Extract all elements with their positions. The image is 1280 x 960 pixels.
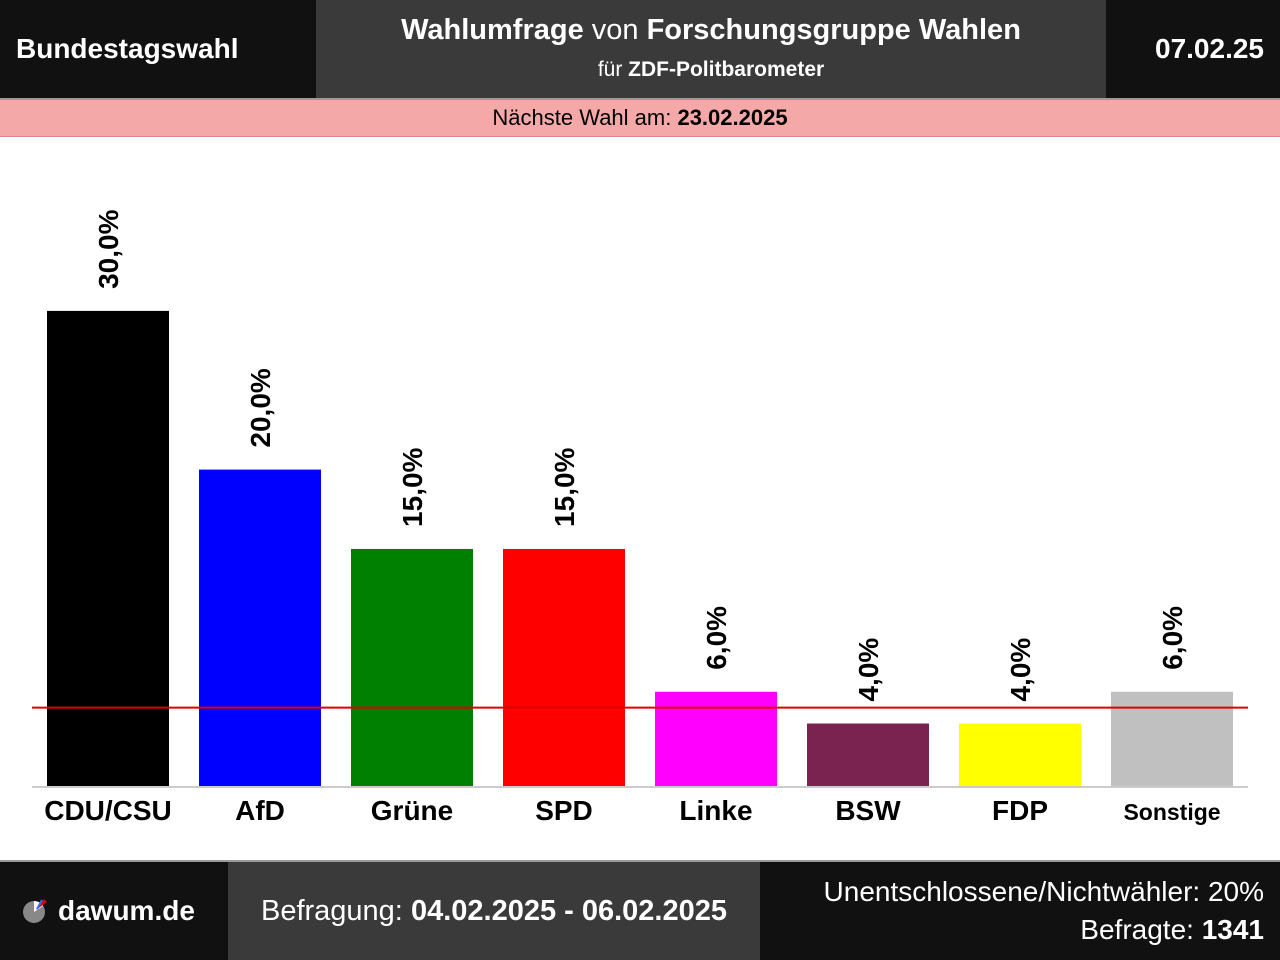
poll-title-line: Wahlumfrage von Forschungsgruppe Wahlen xyxy=(316,14,1106,47)
bar-gr-ne xyxy=(351,548,473,787)
bar-afd xyxy=(199,469,321,787)
client-name: ZDF-Politbarometer xyxy=(628,58,825,81)
category-label: SPD xyxy=(535,795,593,826)
bar-chart: 30,0% CDU/CSU 20,0% AfD 15,0% Grüne 15,0% SPD 6,… xyxy=(32,209,1248,826)
publication-date: 07.02.25 xyxy=(1106,0,1280,98)
category-label: AfD xyxy=(235,795,285,826)
respondents-count: 1341 xyxy=(1201,914,1264,945)
undecided-share: Unentschlossene/Nichtwähler: 20% xyxy=(823,876,1264,907)
category-label: BSW xyxy=(835,795,901,826)
brand-name: dawum.de xyxy=(58,895,195,926)
value-label: 20,0% xyxy=(245,368,276,447)
next-election-banner: Nächste Wahl am: 23.02.2025 xyxy=(0,100,1280,137)
dawum-logo-icon xyxy=(23,899,47,923)
poll-word: Wahlumfrage xyxy=(401,14,584,46)
category-label: Grüne xyxy=(371,795,453,826)
respondents: Befragte: 1341 xyxy=(1080,914,1264,946)
category-label: Sonstige xyxy=(1123,799,1220,825)
header-divider xyxy=(0,98,1280,100)
respondents-label: Befragte: xyxy=(1080,914,1202,945)
value-label: 6,0% xyxy=(1157,606,1188,670)
bar-bsw xyxy=(807,723,929,787)
pollster-name: Forschungsgruppe Wahlen xyxy=(646,14,1021,46)
value-label: 6,0% xyxy=(701,606,732,670)
value-label: 4,0% xyxy=(853,638,884,702)
client-prefix: für xyxy=(597,58,629,81)
bar-linke xyxy=(655,691,777,787)
brand[interactable]: dawum.de xyxy=(0,862,228,960)
category-label: FDP xyxy=(992,795,1048,826)
bar-sonstige xyxy=(1111,691,1233,787)
bar-cdu-csu xyxy=(47,310,169,787)
election-type: Bundestagswahl xyxy=(0,0,316,98)
bar-fdp xyxy=(959,723,1081,787)
survey-period: Befragung: 04.02.2025 - 06.02.2025 xyxy=(228,862,760,960)
survey-dates: 04.02.2025 - 06.02.2025 xyxy=(410,894,727,927)
value-label: 30,0% xyxy=(93,209,124,288)
next-election-date: 23.02.2025 xyxy=(677,105,788,130)
category-label: Linke xyxy=(679,795,752,826)
value-label: 15,0% xyxy=(549,447,580,526)
survey-stats: Unentschlossene/Nichtwähler: 20% Befragt… xyxy=(760,862,1280,960)
poll-title: Wahlumfrage von Forschungsgruppe Wahlen … xyxy=(316,0,1106,98)
bar-spd xyxy=(503,548,625,787)
poll-subtitle: für ZDF-Politbarometer xyxy=(316,58,1106,82)
footer-divider xyxy=(0,860,1280,862)
value-label: 15,0% xyxy=(397,447,428,526)
survey-label: Befragung: xyxy=(260,894,411,927)
next-election-label: Nächste Wahl am: xyxy=(492,105,678,130)
category-label: CDU/CSU xyxy=(44,795,172,826)
value-label: 4,0% xyxy=(1005,638,1036,702)
poll-connector: von xyxy=(583,14,647,46)
